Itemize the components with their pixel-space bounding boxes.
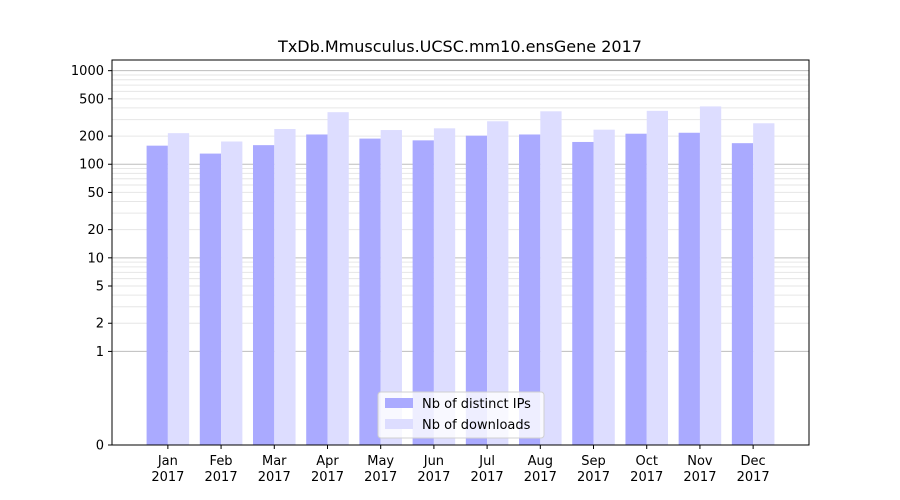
x-tick-label: Jul 2017: [471, 454, 504, 485]
x-tick-label: Jan 2017: [151, 454, 184, 485]
bar-nb-of-distinct-ips-feb: [199, 153, 222, 446]
x-tick-label: Jun 2017: [417, 454, 450, 485]
y-tick-label: 5: [96, 280, 104, 295]
bar-nb-of-distinct-ips-mar: [252, 145, 275, 445]
bar-nb-of-downloads-sep: [593, 129, 615, 445]
x-tick-label: Sep 2017: [577, 454, 610, 485]
y-tick-label: 50: [87, 186, 104, 201]
x-tick-label: Feb 2017: [205, 454, 238, 485]
bar-nb-of-distinct-ips-jul: [465, 135, 488, 445]
x-tick-label: Oct 2017: [630, 454, 663, 485]
legend-box: [377, 391, 545, 439]
bar-nb-of-distinct-ips-oct: [625, 133, 647, 446]
bar-nb-of-downloads-dec: [753, 123, 775, 445]
legend-swatch: [385, 419, 413, 429]
bar-nb-of-downloads-may: [380, 130, 402, 445]
bar-nb-of-distinct-ips-apr: [306, 134, 328, 445]
y-tick-label: 10: [87, 251, 104, 266]
bar-nb-of-distinct-ips-sep: [572, 141, 594, 445]
bar-nb-of-distinct-ips-nov: [678, 132, 700, 445]
y-tick-label: 0: [96, 439, 104, 454]
legend-label: Nb of distinct IPs: [422, 397, 531, 412]
bar-nb-of-distinct-ips-may: [359, 138, 381, 445]
bar-nb-of-downloads-mar: [274, 129, 296, 445]
legend-swatch: [385, 398, 413, 408]
bar-nb-of-downloads-oct: [646, 110, 669, 445]
chart-title: TxDb.Mmusculus.UCSC.mm10.ensGene 2017: [277, 37, 642, 56]
x-tick-label: May 2017: [364, 454, 397, 485]
x-tick-label: Aug 2017: [524, 454, 557, 485]
bar-nb-of-distinct-ips-dec: [731, 143, 754, 445]
y-tick-label: 500: [79, 92, 104, 107]
bar-nb-of-downloads-jun: [433, 128, 456, 445]
y-tick-label: 2: [96, 317, 104, 332]
bar-nb-of-distinct-ips-jan: [146, 145, 168, 445]
plot-frame: [111, 59, 810, 446]
bar-nb-of-downloads-jan: [167, 133, 190, 446]
legend: Nb of distinct IPs Nb of downloads: [377, 391, 545, 439]
bar-nb-of-downloads-aug: [540, 111, 562, 446]
bar-nb-of-distinct-ips-jun: [412, 140, 434, 445]
y-tick-label: 20: [87, 223, 104, 238]
x-tick-label: Dec 2017: [737, 454, 770, 485]
x-axis: Jan 2017 Feb 2017 Mar 2017 Apr 2017 May 2017 Jun 20…: [151, 445, 770, 485]
x-tick-label: Apr 2017: [311, 454, 344, 485]
bar-nb-of-downloads-feb: [221, 141, 243, 445]
x-tick-label: Mar 2017: [258, 454, 291, 485]
bar-nb-of-distinct-ips-aug: [519, 134, 541, 445]
bars-layer: [146, 106, 775, 446]
bar-nb-of-downloads-nov: [699, 106, 722, 445]
y-tick-label: 200: [79, 130, 104, 145]
y-axis: 0 1 2 5 10 20 50 100 200 500 1000: [71, 64, 112, 454]
y-tick-label: 1000: [71, 64, 104, 79]
bar-nb-of-downloads-apr: [327, 112, 349, 445]
bar-nb-of-downloads-jul: [487, 121, 509, 445]
y-tick-label: 1: [96, 345, 104, 360]
x-tick-label: Nov 2017: [683, 454, 716, 485]
y-tick-label: 100: [79, 158, 104, 173]
legend-label: Nb of downloads: [422, 418, 531, 433]
